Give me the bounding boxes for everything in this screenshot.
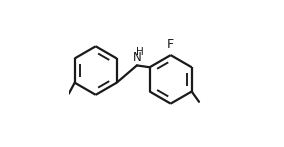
Text: F: F xyxy=(167,39,174,51)
Text: N: N xyxy=(132,51,141,64)
Text: H: H xyxy=(136,47,144,57)
